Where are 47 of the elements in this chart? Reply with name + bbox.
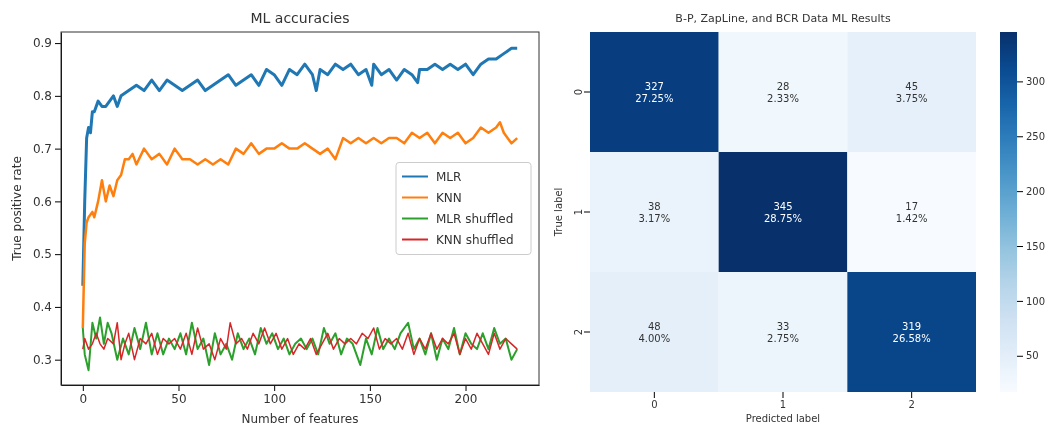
line-series [81,120,519,330]
legend-label: MLR [436,169,462,184]
y-tick-label: 0.9 [32,36,52,51]
y-tick-label: 0.3 [32,353,52,368]
x-axis-title: Number of features [241,412,359,426]
x-axis-title: Predicted label [745,413,821,424]
color-bar-label: 150 [1026,240,1046,252]
color-bar-label: 200 [1026,185,1046,197]
data-label: 319 26.58% [892,321,931,344]
data-label: 28 2.33% [767,81,799,104]
data-label: 38 3.17% [638,201,671,224]
legend-label: KNN shuffled [436,232,514,247]
y-axis-title: True label [553,187,564,238]
x-tick-label: 1 [779,399,787,411]
x-tick-label: 50 [171,391,187,406]
data-label: 33 2.75% [767,321,799,344]
data-label: 345 28.75% [763,201,803,224]
x-tick-label: 200 [454,391,478,406]
legend-label: KNN [436,190,462,205]
y-tick-label: 0.6 [32,194,52,209]
chart-title: B-P, ZapLine, and BCR Data ML Results [675,12,891,25]
line-series [81,46,519,288]
data-label: 48 4.00% [638,321,671,344]
legend-label: MLR shuffled [436,211,514,226]
color-bar-label: 50 [1026,350,1039,362]
chart-title: ML accuracies [250,10,350,26]
line-series [82,321,518,361]
x-tick-label: 100 [263,391,287,406]
color-bar-label: 300 [1026,76,1046,88]
x-tick-label: 0 [651,399,658,411]
y-tick-label: 0.8 [32,89,52,104]
y-tick-label: 1 [572,208,584,216]
x-tick-label: 0 [79,391,88,406]
y-tick-label: 0.4 [32,300,52,315]
y-tick-label: 2 [572,328,584,336]
color-bar-label: 100 [1026,295,1046,307]
x-tick-label: 150 [358,391,382,406]
data-label: 327 27.25% [635,81,674,104]
data-label: 45 3.75% [895,81,928,104]
line-series [81,316,519,372]
y-axis-title: True positive rate [10,156,24,262]
x-tick-label: 2 [908,399,915,411]
data-label: 17 1.42% [895,201,928,224]
y-tick-label: 0.7 [32,141,52,156]
y-tick-label: 0.5 [32,247,52,262]
color-bar-label: 250 [1026,130,1046,142]
y-tick-label: 0 [572,88,584,96]
